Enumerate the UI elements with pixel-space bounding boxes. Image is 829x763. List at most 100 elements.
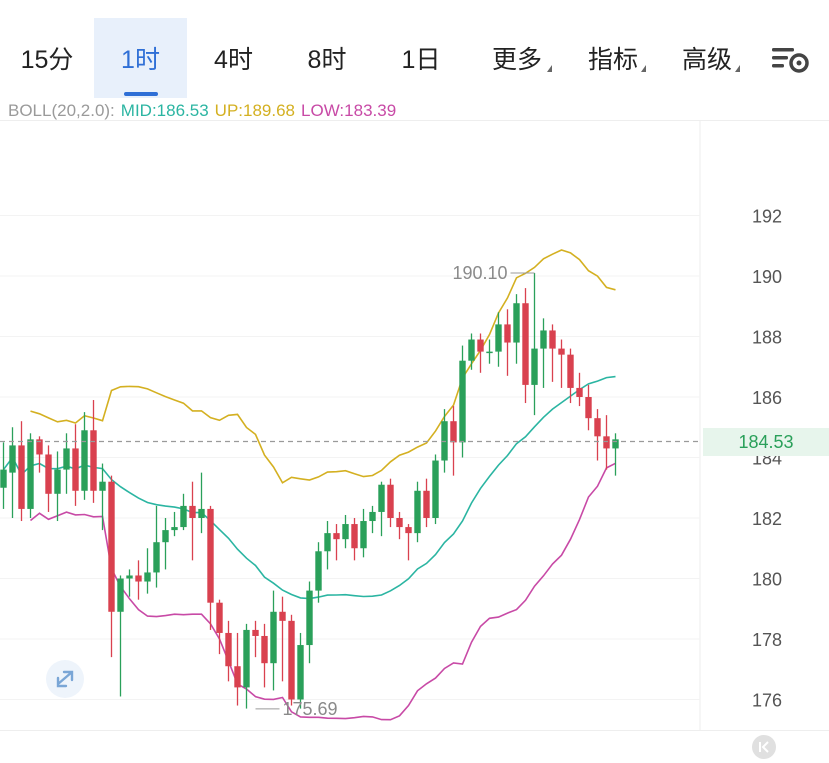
candle-body [171,527,178,531]
dropdown-triangle-icon [735,65,740,72]
candle-body [207,508,214,603]
candle-body [306,590,313,646]
candle-body [324,533,331,552]
candle-body [405,527,412,534]
candle-body [459,360,466,443]
candle-body [108,481,115,612]
candlestick-chart[interactable]: 176178180182184186188190192190.10175.698… [0,120,829,735]
tab-label: 15分 [20,46,74,74]
dropdown-triangle-icon [547,65,552,72]
candle-body [81,430,88,491]
candle-body [522,303,529,385]
candle-body [117,578,124,612]
candle-body [468,339,475,361]
tab-label: 1时 [121,46,160,74]
candle-body [585,397,592,419]
tab-label: 1日 [401,46,441,74]
boll-name: BOLL(20,2.0): [8,101,115,120]
tab-label: 4时 [214,46,253,74]
y-tick-label: 182 [752,509,782,529]
y-tick-label: 190 [752,267,782,287]
candle-body [36,439,43,455]
candle-body [549,330,556,349]
candle-body [414,490,421,534]
candle-body [225,632,232,667]
candle-body [540,330,547,349]
candle-body [558,348,565,355]
boll-mid: MID:186.53 [120,101,209,120]
tab-0[interactable]: 15分 [0,18,94,98]
candle-body [99,481,106,491]
boll-up: UP:189.68 [214,101,296,120]
candle-body [594,418,601,437]
candle-body [261,635,268,664]
candle-body [252,629,259,636]
candle-body [297,645,304,700]
candle-body [234,666,241,688]
candle-body [315,551,322,591]
tab-6[interactable]: 指标 [566,18,660,98]
candle-body [90,430,97,491]
candle-body [54,469,61,494]
candle-body [351,524,358,549]
candle-body [27,439,34,509]
y-tick-label: 176 [752,691,782,711]
tab-1[interactable]: 1时 [94,18,187,98]
candle-body [450,421,457,443]
y-tick-label: 192 [752,207,782,227]
candle-body [477,339,484,352]
boll-indicator-legend: BOLL(20,2.0): MID:186.53 UP:189.68 LOW:183.… [8,101,402,121]
y-tick-label: 178 [752,630,782,650]
tab-label: 更多 [491,46,542,74]
tab-label: 高级 [681,46,732,74]
candle-body [342,524,349,540]
candle-body [396,518,403,528]
y-tick-label: 186 [752,388,782,408]
candle-body [243,629,250,688]
candle-body [387,484,394,518]
low-price-annotation: 175.69 [283,699,338,719]
boll-upper-line [30,249,616,484]
candle-body [72,448,79,491]
y-tick-label: 188 [752,328,782,348]
candle-body [288,620,295,700]
candle-body [495,324,502,352]
candle-body [0,469,7,488]
candle-body [567,354,574,388]
candle-body [531,348,538,385]
candle-body [378,484,385,512]
tab-4[interactable]: 1日 [374,18,468,98]
candle-body [513,303,520,343]
candle-body [135,575,142,582]
chart-settings-icon[interactable] [770,44,810,76]
candle-body [333,533,340,540]
candle-body [198,508,205,518]
candle-body [360,521,367,549]
candle-body [162,530,169,543]
candle-body [216,602,223,633]
y-tick-label: 180 [752,570,782,590]
candle-body [432,460,439,518]
candle-body [18,445,25,509]
tab-3[interactable]: 8时 [280,18,374,98]
expand-arrows-icon[interactable] [46,660,84,698]
tab-5[interactable]: 更多 [468,18,566,98]
candle-body [603,436,610,449]
timeframe-tabs: 15分 1时 4时 8时 1日 更多 指标 高级 [0,18,829,98]
candle-body [612,439,619,449]
tab-7[interactable]: 高级 [660,18,754,98]
candle-body [486,351,493,354]
candle-body [504,324,511,343]
k-line-icon[interactable] [752,735,776,759]
active-tab-underline [123,92,158,96]
candle-body [576,387,583,397]
candle-body [189,505,196,518]
candle-body [180,505,187,528]
candle-body [279,611,286,621]
candle-body [441,421,448,461]
dropdown-triangle-icon [641,65,646,72]
candle-body [153,542,160,573]
boll-lower-line [30,462,616,721]
tab-2[interactable]: 4时 [187,18,280,98]
candle-body [369,511,376,522]
